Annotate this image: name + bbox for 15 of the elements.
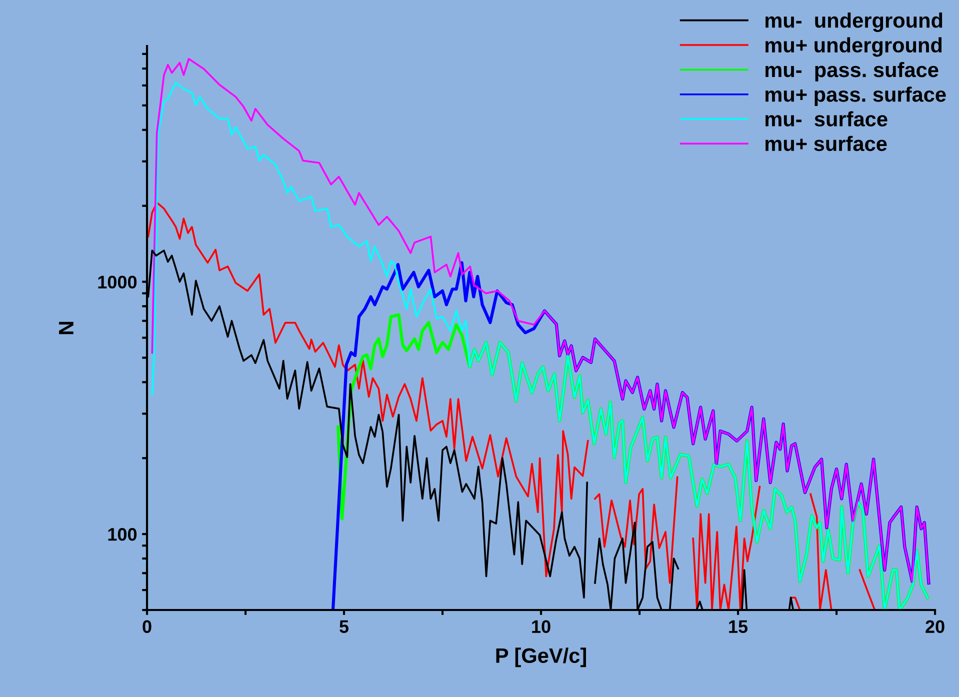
- legend-label: mu+ underground: [766, 37, 942, 57]
- legend-label: mu- underground: [766, 12, 942, 32]
- y-tick-label: 100: [108, 528, 137, 541]
- x-tick-label: 20: [926, 620, 944, 633]
- legend-label: mu+ pass. surface: [766, 86, 946, 106]
- x-tick-label: 5: [340, 620, 349, 633]
- y-axis-title: N: [59, 322, 74, 334]
- x-tick-label: 15: [729, 620, 748, 633]
- legend-label: mu- surface: [766, 111, 888, 126]
- x-tick-label: 10: [532, 620, 550, 633]
- legend-label: mu- pass. suface: [766, 62, 938, 82]
- x-tick-label: 0: [142, 620, 152, 633]
- y-tick-label: 1000: [98, 276, 137, 288]
- legend-label: mu+ surface: [766, 136, 887, 152]
- x-axis-title: P [GeV/c]: [496, 648, 586, 668]
